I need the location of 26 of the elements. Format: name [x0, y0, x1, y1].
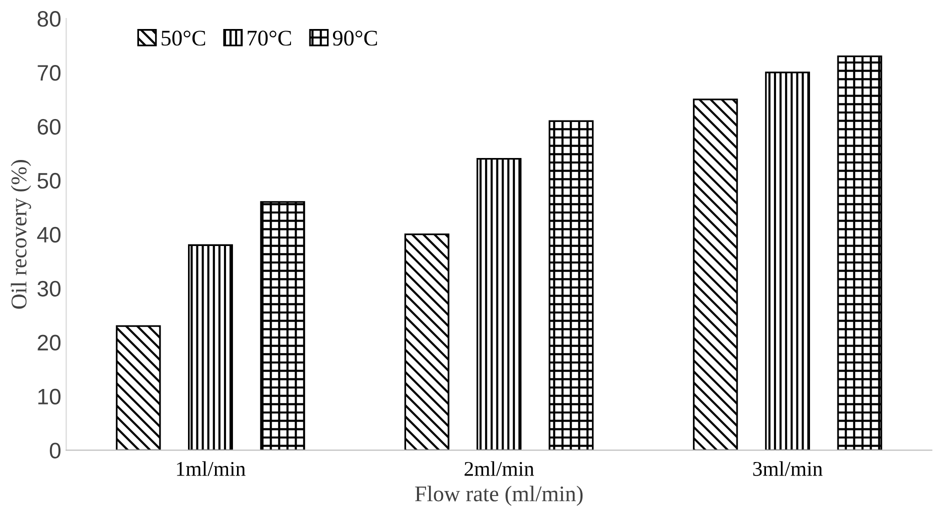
bar	[548, 120, 594, 450]
x-tick-label: 1ml/min	[177, 461, 246, 476]
bar	[476, 158, 522, 450]
y-tick-label: 10	[38, 388, 60, 404]
bar	[692, 98, 738, 450]
y-tick-label: 70	[38, 65, 60, 81]
x-axis-title: Flow rate (ml/min)	[415, 486, 583, 506]
legend-label: 70°C	[248, 30, 292, 46]
bar	[116, 325, 161, 450]
bar	[765, 72, 810, 450]
bar	[404, 234, 450, 450]
y-tick-label: 20	[38, 334, 60, 351]
y-tick-label: 60	[38, 118, 60, 135]
y-tick-label: 40	[37, 226, 60, 243]
y-tick-label: 50	[38, 172, 60, 189]
y-tick-label: 30	[37, 280, 60, 297]
y-axis-title: Oil recovery (%)	[10, 160, 32, 309]
bar	[188, 244, 233, 450]
legend-label: 90°C	[332, 30, 377, 46]
x-tick-label: 3ml/min	[753, 461, 823, 476]
y-tick-label: 0	[50, 442, 60, 458]
y-tick-label: 80	[38, 11, 60, 27]
x-tick-label: 2ml/min	[464, 461, 534, 476]
bar	[837, 55, 882, 450]
legend-label: 50°C	[162, 30, 206, 46]
bar	[260, 201, 306, 450]
